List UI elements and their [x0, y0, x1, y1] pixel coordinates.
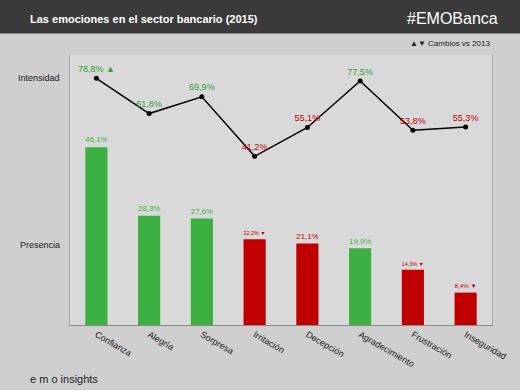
svg-text:Las emociones en el sector ban: Las emociones en el sector bancario (201… [30, 13, 258, 25]
svg-text:Inseguridad: Inseguridad [462, 329, 508, 361]
svg-text:27,6%: 27,6% [191, 207, 213, 216]
svg-text:21,1%: 21,1% [296, 232, 318, 241]
svg-text:61,8%: 61,8% [136, 99, 162, 109]
svg-text:Frustración: Frustración [410, 329, 454, 360]
svg-text:55,1%: 55,1% [295, 113, 321, 123]
svg-text:Alegría: Alegría [146, 329, 176, 352]
svg-text:19,9%: 19,9% [349, 237, 371, 246]
svg-text:55,3%: 55,3% [453, 113, 479, 123]
svg-text:e m o insights: e m o insights [30, 373, 98, 385]
svg-text:8,4% ▼: 8,4% ▼ [455, 282, 477, 289]
svg-text:Presencia: Presencia [20, 240, 60, 250]
svg-text:28,3%: 28,3% [138, 204, 160, 213]
svg-text:Decepción: Decepción [304, 329, 346, 359]
svg-text:#EMOBanca: #EMOBanca [407, 10, 498, 27]
svg-text:Confianza: Confianza [93, 329, 133, 358]
svg-text:69,9%: 69,9% [189, 82, 215, 92]
svg-text:46,1%: 46,1% [85, 135, 107, 144]
svg-text:77,5%: 77,5% [347, 67, 373, 77]
svg-text:53,8%: 53,8% [400, 116, 426, 126]
svg-text:14,3% ▼: 14,3% ▼ [402, 261, 424, 267]
svg-text:41,2%: 41,2% [242, 142, 268, 152]
svg-text:Irritación: Irritación [251, 329, 286, 355]
svg-text:78,8% ▲: 78,8% ▲ [78, 64, 115, 74]
svg-text:▲▼ Cambios vs 2013: ▲▼ Cambios vs 2013 [410, 39, 490, 48]
svg-text:Intensidad: Intensidad [18, 73, 60, 83]
svg-text:Sorpresa: Sorpresa [199, 329, 236, 356]
svg-text:22,2% ▼: 22,2% ▼ [244, 230, 266, 236]
svg-text:Agradecimiento: Agradecimiento [357, 329, 416, 369]
